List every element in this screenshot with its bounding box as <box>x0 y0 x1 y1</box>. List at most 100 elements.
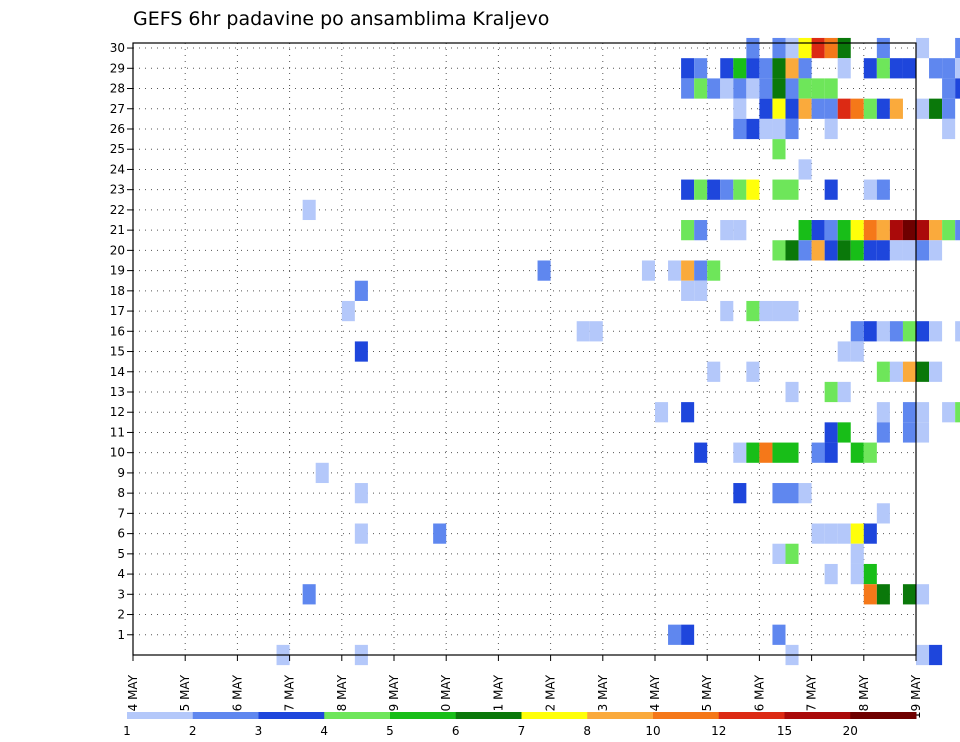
heatmap-cell <box>785 58 799 79</box>
y-tick-label: 26 <box>110 122 125 136</box>
heatmap-cell <box>889 321 903 342</box>
heatmap-cell <box>772 300 786 322</box>
x-tick-label: 19 MAY <box>909 674 923 719</box>
heatmap-cell <box>681 260 695 281</box>
x-tick-label: 05 MAY <box>178 674 192 719</box>
x-tick-label: 12 MAY <box>544 674 558 719</box>
colorbar-label: 5 <box>386 724 394 738</box>
heatmap-cell <box>785 300 799 322</box>
y-tick-label: 19 <box>110 264 125 278</box>
heatmap-cell <box>772 179 786 200</box>
colorbar-segment <box>192 712 259 719</box>
heatmap-cell <box>837 422 851 443</box>
heatmap-cell <box>681 624 695 645</box>
heatmap-cell <box>811 220 825 241</box>
heatmap-cell <box>876 503 890 524</box>
y-axis: 1234567891011121314151617181920212223242… <box>110 41 133 642</box>
heatmap-cell <box>955 37 960 59</box>
heatmap-cell <box>876 321 890 342</box>
y-tick-label: 18 <box>110 284 125 298</box>
heatmap-cell <box>733 442 747 463</box>
heatmap-cell <box>811 523 825 544</box>
heatmap-cell <box>772 37 786 59</box>
heatmap-cell <box>916 240 930 261</box>
heatmap-cell <box>837 37 851 59</box>
heatmap-cell <box>772 483 786 504</box>
heatmap-cell <box>929 58 943 79</box>
heatmap-cell <box>811 98 825 119</box>
heatmap-cell <box>694 58 708 79</box>
heatmap-cell <box>785 98 799 119</box>
heatmap-cell <box>955 58 960 79</box>
heatmap-cell <box>746 300 760 322</box>
y-tick-label: 8 <box>117 486 125 500</box>
heatmap-cell <box>850 563 864 585</box>
heatmap-cell <box>707 179 721 200</box>
heatmap-cell <box>824 37 838 59</box>
heatmap-cell <box>929 644 943 666</box>
y-tick-label: 7 <box>117 506 125 520</box>
heatmap-cell <box>837 58 851 79</box>
y-tick-label: 12 <box>110 405 125 419</box>
y-tick-label: 3 <box>117 587 125 601</box>
heatmap-cell <box>942 98 956 119</box>
heatmap-cell <box>850 98 864 119</box>
heatmap-cell <box>589 321 603 342</box>
heatmap-cell <box>850 442 864 463</box>
heatmap-cell <box>772 442 786 463</box>
heatmap-cell <box>707 361 721 382</box>
heatmap-cell <box>759 98 773 119</box>
heatmap-cell <box>916 37 930 59</box>
heatmap-cell <box>772 624 786 645</box>
heatmap-cell <box>681 220 695 241</box>
heatmap-cell <box>889 98 903 119</box>
y-tick-label: 21 <box>110 223 125 237</box>
heatmap-cell <box>824 220 838 241</box>
heatmap-cell <box>694 280 708 301</box>
colorbar-segment <box>324 712 391 719</box>
heatmap-cell <box>746 179 760 200</box>
heatmap-cell <box>916 220 930 241</box>
heatmap-cell <box>916 644 930 666</box>
y-tick-label: 9 <box>117 466 125 480</box>
heatmap-cell <box>302 199 316 221</box>
heatmap-cell <box>302 584 316 605</box>
heatmap-cell <box>876 58 890 79</box>
heatmap-cell <box>798 159 812 180</box>
y-tick-label: 27 <box>110 102 125 116</box>
heatmap-cell <box>863 179 877 200</box>
heatmap-cell <box>942 118 956 140</box>
heatmap-cell <box>720 179 734 200</box>
heatmap-cell <box>942 220 956 241</box>
y-tick-label: 15 <box>110 345 125 359</box>
heatmap-cell <box>837 220 851 241</box>
y-tick-label: 2 <box>117 608 125 622</box>
heatmap-cell <box>772 543 786 564</box>
heatmap-cell <box>811 240 825 261</box>
grid-lines <box>132 43 917 655</box>
colorbar-label: 1 <box>123 724 131 738</box>
heatmap-cell <box>902 422 916 443</box>
heatmap-cell <box>785 240 799 261</box>
heatmap-cell <box>850 240 864 261</box>
x-tick-label: 11 MAY <box>491 674 505 719</box>
heatmap-cell <box>889 361 903 382</box>
heatmap-cell <box>902 402 916 423</box>
heatmap-cell <box>576 321 590 342</box>
heatmap-cell <box>863 58 877 79</box>
heatmap-cell <box>759 58 773 79</box>
heatmap-cell <box>955 402 960 423</box>
heatmap-cell <box>720 300 734 322</box>
heatmap-cell <box>916 422 930 443</box>
heatmap-cell <box>863 98 877 119</box>
y-tick-label: 13 <box>110 385 125 399</box>
heatmap-cell <box>772 98 786 119</box>
heatmap-cell <box>733 179 747 200</box>
y-tick-label: 11 <box>110 425 125 439</box>
heatmap-cell <box>916 98 930 119</box>
heatmap-cell <box>733 78 747 99</box>
x-tick-label: 09 MAY <box>387 674 401 719</box>
heatmap-cell <box>785 78 799 99</box>
y-tick-label: 25 <box>110 142 125 156</box>
heatmap-cell <box>824 78 838 99</box>
